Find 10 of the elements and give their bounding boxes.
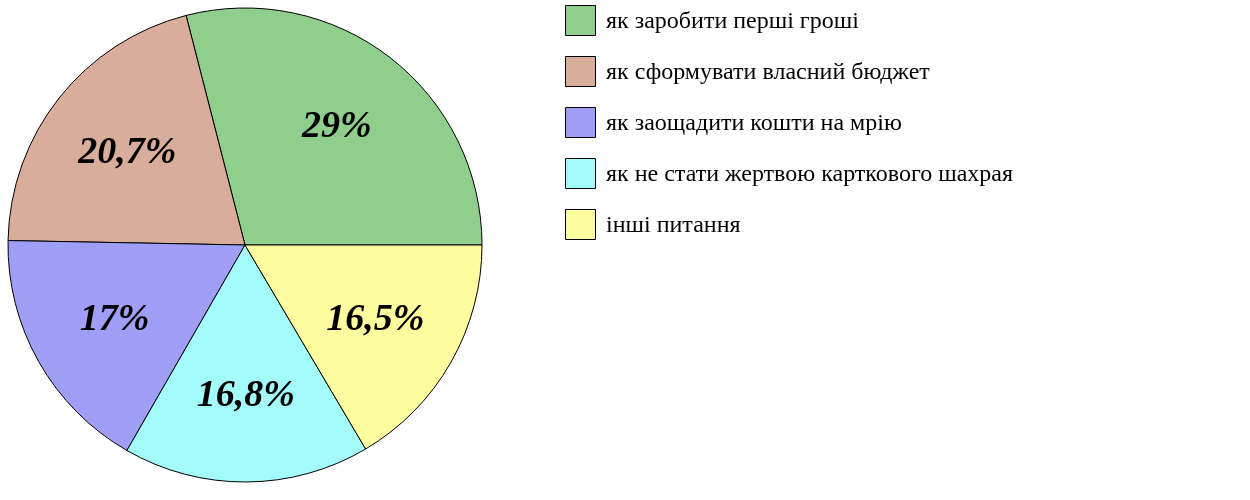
legend-label: як заробити перші гроші [606,6,860,33]
data-label: 16,8% [196,372,296,414]
legend-label: як заощадити кошти на мрію [606,108,902,135]
data-label: 20,7% [77,128,177,171]
data-label: 29% [301,103,372,146]
legend-label: як не стати жертвою карткового шахрая [606,159,1013,186]
data-label: 16,5% [326,296,425,339]
legend-label: як сформувати власний бюджет [606,57,931,84]
legend-label: інші питання [606,210,741,237]
data-label: 17% [79,295,150,338]
